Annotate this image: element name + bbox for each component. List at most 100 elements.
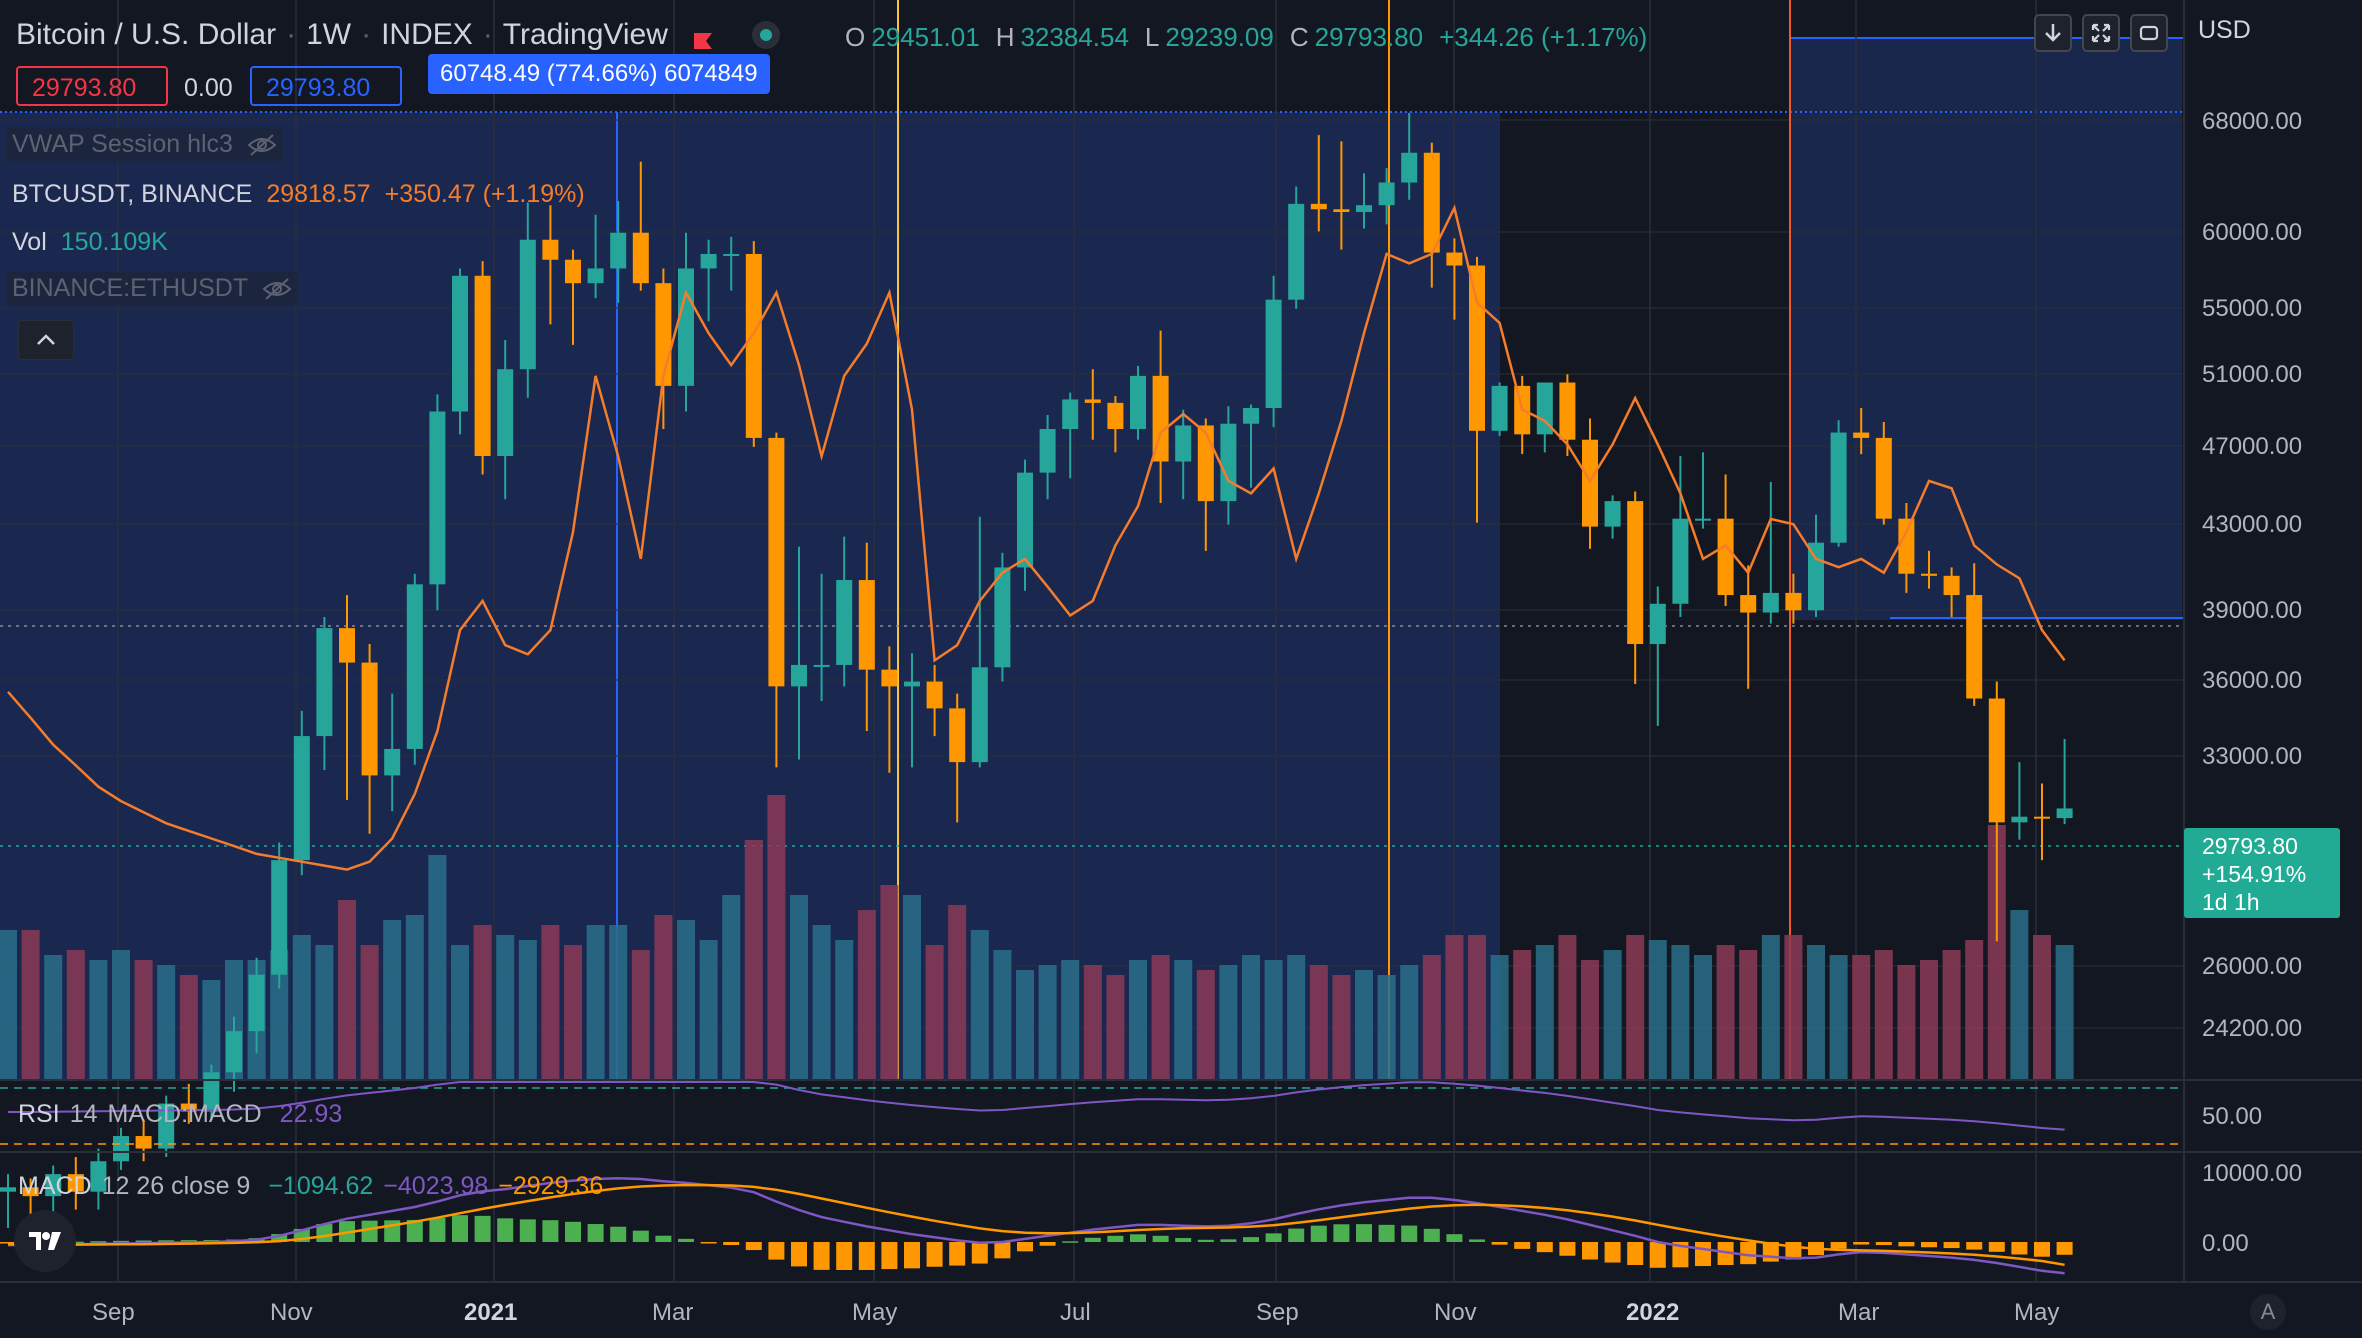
change-value: +344.26 (+1.17%)	[1439, 22, 1648, 52]
volume-bar	[564, 945, 582, 1080]
btcusdt-line	[7, 204, 2066, 871]
macd-hist-bar	[836, 1242, 853, 1270]
fullscreen-icon	[2091, 23, 2111, 43]
candle-body	[881, 669, 898, 687]
volume-bar	[1671, 945, 1690, 1080]
auto-scale-label: A	[2260, 1299, 2276, 1324]
volume-bar	[1287, 955, 1306, 1080]
macd-hist-bar	[1130, 1234, 1146, 1242]
download-button[interactable]	[2034, 14, 2072, 52]
volume-legend[interactable]: Vol 150.109K	[12, 228, 168, 257]
candle-body	[519, 239, 536, 370]
currency-label[interactable]: USD	[2198, 16, 2251, 44]
volume-bar	[677, 920, 695, 1080]
tradingview-logo[interactable]	[14, 1210, 76, 1272]
macd-hist-bar	[519, 1219, 536, 1242]
macd-hist-bar	[1378, 1224, 1395, 1242]
macd-line	[8, 1176, 2065, 1275]
vwap-legend[interactable]: VWAP Session hlc3	[6, 128, 283, 161]
sell-price: 29793.80	[32, 74, 137, 102]
macd-hist-bar	[158, 1240, 175, 1242]
candle-body	[0, 1187, 16, 1192]
candle-body	[1017, 472, 1033, 568]
rsi-legend[interactable]: RSI 14 MACD:MACD 22.93	[18, 1100, 342, 1129]
macd-hist-bar	[858, 1242, 875, 1270]
macd-legend[interactable]: MACD 12 26 close 9 −1094.62 −4023.98 −29…	[18, 1172, 603, 1201]
volume-bar	[1468, 935, 1486, 1080]
volume-bar	[451, 945, 469, 1080]
volume-bar	[496, 935, 515, 1080]
ethusdt-legend[interactable]: BINANCE:ETHUSDT	[6, 272, 299, 305]
auto-scale-button[interactable]: A	[2250, 1294, 2286, 1330]
volume-bar	[360, 945, 379, 1080]
time-tick: Sep	[1256, 1299, 1299, 1326]
volume-bar	[89, 960, 108, 1080]
price-tick: 26000.00	[2202, 953, 2303, 980]
rsi-axis-tick: 50.00	[2202, 1103, 2263, 1130]
macd-hist-bar	[1469, 1239, 1485, 1242]
flag-icon[interactable]	[692, 25, 714, 49]
time-tick: 2021	[464, 1299, 518, 1326]
volume-bar	[1987, 825, 2006, 1080]
candle-body	[745, 253, 762, 438]
fullscreen-button[interactable]	[2082, 14, 2120, 52]
candle-body	[158, 1103, 175, 1149]
volume-bar	[1242, 955, 1260, 1080]
volume-bar	[925, 945, 944, 1080]
measure-label: 60748.49 (774.66%) 6074849	[428, 54, 770, 94]
volume-bar	[1874, 950, 1893, 1080]
candle-body	[926, 681, 943, 709]
volume-bar	[1648, 940, 1667, 1080]
candle-body	[587, 268, 604, 284]
volume-bar	[1332, 975, 1351, 1080]
candle-body	[1785, 592, 1802, 611]
symbol-header[interactable]: Bitcoin / U.S. Dollar · 1W · INDEX · Tra…	[16, 18, 780, 52]
price-tick: 36000.00	[2202, 667, 2303, 694]
rsi-label: RSI	[18, 1100, 60, 1128]
sell-price-box[interactable]: 29793.80	[16, 66, 168, 106]
btcusdt-label: BTCUSDT, BINANCE	[12, 180, 253, 208]
volume-bar	[699, 940, 718, 1080]
rsi-params: 14	[69, 1100, 98, 1128]
collapse-legend-button[interactable]	[18, 320, 74, 360]
candle-body	[813, 664, 830, 667]
eye-crossed-icon[interactable]	[262, 277, 292, 301]
macd-hist-bar	[949, 1242, 966, 1266]
macd-hist-bar	[565, 1221, 581, 1242]
candle-body	[90, 1161, 107, 1192]
macd-line-value: −4023.98	[383, 1172, 489, 1200]
candle-body	[1808, 542, 1824, 611]
macd-hist-bar	[813, 1242, 830, 1270]
candle-body	[1130, 375, 1146, 430]
volume-bar	[993, 950, 1012, 1080]
candle-body	[497, 369, 514, 457]
macd-hist-bar	[678, 1238, 694, 1242]
volume-bar	[1490, 955, 1509, 1080]
macd-hist-bar	[452, 1215, 468, 1242]
volume-bar	[2010, 910, 2029, 1080]
macd-hist-bar	[1423, 1228, 1440, 1242]
volume-bar	[315, 945, 334, 1080]
price-tick: 47000.00	[2202, 433, 2303, 460]
macd-hist-bar	[1943, 1242, 1960, 1249]
btcusdt-legend[interactable]: BTCUSDT, BINANCE 29818.57 +350.47 (+1.19…	[12, 180, 585, 209]
macd-hist-bar	[1401, 1225, 1418, 1242]
macd-hist-bar	[1197, 1239, 1214, 1242]
volume-bar	[202, 980, 221, 1080]
candle-body	[1536, 382, 1553, 435]
buy-price-box[interactable]: 29793.80	[250, 66, 402, 106]
screenshot-button[interactable]	[2130, 14, 2168, 52]
eye-crossed-icon[interactable]	[247, 133, 277, 157]
candle-body	[1446, 252, 1463, 266]
candle-body	[994, 567, 1011, 668]
macd-hist-bar	[1740, 1242, 1757, 1265]
ohlc-readout: O 29451.01 H 32384.54 L 29239.09 C 29793.80 …	[845, 22, 1647, 53]
volume-bar	[1694, 955, 1712, 1080]
volume-bar	[179, 975, 198, 1080]
volume-bar	[1422, 955, 1441, 1080]
macd-hist-bar	[1107, 1235, 1124, 1242]
volume-bar	[1061, 960, 1080, 1080]
macd-hist-bar	[1536, 1242, 1553, 1253]
volume-bar	[1174, 960, 1193, 1080]
